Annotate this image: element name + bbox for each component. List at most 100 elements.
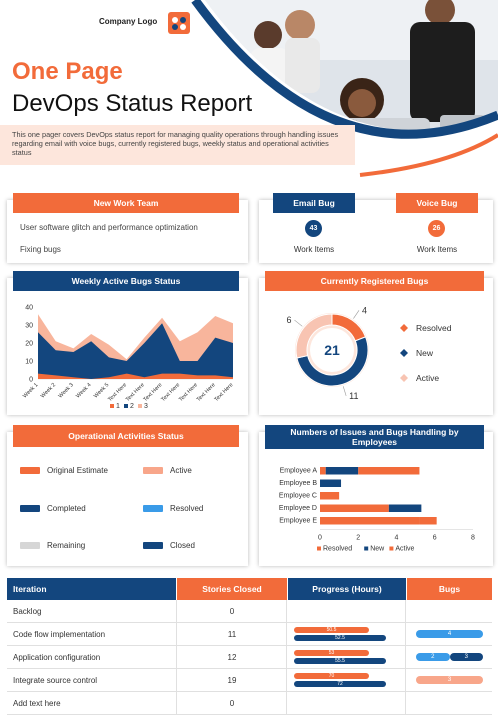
y-tick-label: 30 [25, 323, 33, 330]
iteration-cell: Add text here [13, 699, 61, 708]
bar-resolved [320, 492, 340, 500]
legend-label: New [370, 546, 385, 553]
registered-bugs-header: Currently Registered Bugs [265, 271, 484, 291]
progress-bar-actual: 72 [294, 681, 386, 687]
legend-swatch [110, 404, 114, 408]
col-header-progress: Progress (Hours) [288, 578, 406, 600]
x-tick-label: Week 1 [22, 382, 39, 399]
legend-label: Resolved [323, 546, 352, 553]
table-row: Application configuration 12 53 55.5 2 3 [7, 646, 492, 669]
donut-leader-line [342, 386, 347, 396]
team-photo-image [191, 0, 498, 177]
legend-swatch [20, 505, 40, 512]
stories-closed-cell: 11 [227, 630, 237, 639]
legend-swatch [364, 546, 369, 551]
voice-bug-header: Voice Bug [396, 193, 478, 213]
employees-bar-chart: Employee A Employee B Employee C Employee D… [279, 467, 475, 553]
table-col-divider [176, 600, 177, 715]
progress-bar-actual: 55.5 [294, 658, 386, 664]
legend-active: Active [143, 466, 192, 475]
bar-resolved [320, 517, 420, 525]
legend-swatch [138, 404, 142, 408]
x-tick-label: 2 [356, 535, 360, 542]
donut-center-label: 21 [324, 342, 340, 358]
legend-label: 1 [116, 403, 120, 410]
bar-active [419, 517, 437, 525]
table-row: Integrate source control 19 70 72 3 [7, 669, 492, 692]
header-description-band [0, 125, 355, 165]
company-logo-icon [168, 12, 190, 34]
bar-resolved [320, 504, 389, 512]
table-row: Add text here 0 [7, 692, 492, 715]
new-work-team-item: Fixing bugs [20, 245, 61, 254]
category-label: Employee D [279, 505, 317, 512]
page-title-line2: DevOps Status Report [12, 90, 253, 117]
y-tick-label: 40 [25, 305, 33, 312]
area-series-1 [38, 373, 233, 379]
bar-new [325, 467, 359, 475]
voice-bug-count: 26 [428, 220, 445, 237]
email-bug-header: Email Bug [273, 193, 355, 213]
legend-swatch [317, 546, 321, 551]
voice-bug-caption: Work Items [416, 245, 458, 254]
legend-label: 3 [144, 403, 148, 410]
new-work-team-item: User software glitch and performance opt… [20, 223, 198, 232]
legend-swatch [389, 546, 394, 551]
legend-label: 2 [130, 403, 134, 410]
donut-value-label: 4 [362, 305, 367, 315]
progress-bar-actual: 52.5 [294, 635, 386, 641]
operational-header: Operational Activities Status [13, 425, 239, 447]
x-tick-label: Text Here [214, 382, 235, 403]
table-col-divider [286, 600, 287, 715]
weekly-bugs-header: Weekly Active Bugs Status [13, 271, 239, 291]
legend-label: Active [416, 373, 439, 383]
progress-bar-estimate: 70 [294, 673, 369, 679]
iteration-table: Iteration Stories Closed Progress (Hours… [7, 578, 492, 715]
legend-label: Active [170, 466, 192, 475]
iteration-cell: Backlog [13, 607, 42, 616]
bar-active [358, 467, 420, 475]
legend-diamond [400, 374, 408, 382]
legend-label: Remaining [47, 541, 86, 550]
legend-swatch [143, 542, 163, 549]
table-row: Code flow implementation 11 50.5 52.5 4 [7, 623, 492, 646]
legend-label: Completed [47, 504, 86, 513]
employees-card [259, 432, 493, 566]
category-label: Employee E [279, 518, 317, 525]
table-header-row: Iteration Stories Closed Progress (Hours… [7, 578, 492, 600]
x-tick-label: 8 [471, 535, 475, 542]
legend-swatch [143, 505, 163, 512]
page-title-line1: One Page [12, 58, 123, 85]
donut-hole [310, 328, 354, 372]
category-label: Employee C [279, 493, 317, 500]
bar-resolved [320, 467, 326, 475]
bar-new [388, 504, 422, 512]
stories-closed-cell: 0 [229, 699, 235, 708]
progress-bar-estimate: 50.5 [294, 627, 369, 633]
registered-bugs-donut: 21 4 11 6 Resolved New Active [286, 305, 452, 401]
email-bug-count: 43 [305, 220, 322, 237]
legend-label: Resolved [416, 323, 452, 333]
bar-new [320, 479, 342, 487]
legend-swatch [20, 467, 40, 474]
col-header-iteration: Iteration [7, 578, 176, 600]
legend-label: Original Estimate [47, 466, 108, 475]
legend-remaining: Remaining [20, 541, 85, 550]
y-tick-label: 0 [29, 377, 33, 384]
legend-label: Closed [170, 541, 195, 550]
category-label: Employee A [280, 468, 318, 475]
bug-count-bar: 3 [416, 676, 483, 684]
bug-count-bar: 2 [416, 653, 450, 661]
legend-diamond [400, 324, 408, 332]
legend-swatch [20, 542, 40, 549]
legend-completed: Completed [20, 504, 86, 513]
x-tick-label: Week 2 [40, 382, 57, 399]
donut-leader-line [294, 319, 303, 327]
company-logo-text: Company Logo [99, 17, 158, 26]
category-label: Employee B [279, 480, 317, 487]
iteration-cell: Application configuration [13, 653, 101, 662]
legend-label: Resolved [170, 504, 204, 513]
operational-card [7, 432, 248, 566]
x-tick-label: Week 3 [58, 382, 75, 399]
y-tick-label: 10 [25, 359, 33, 366]
